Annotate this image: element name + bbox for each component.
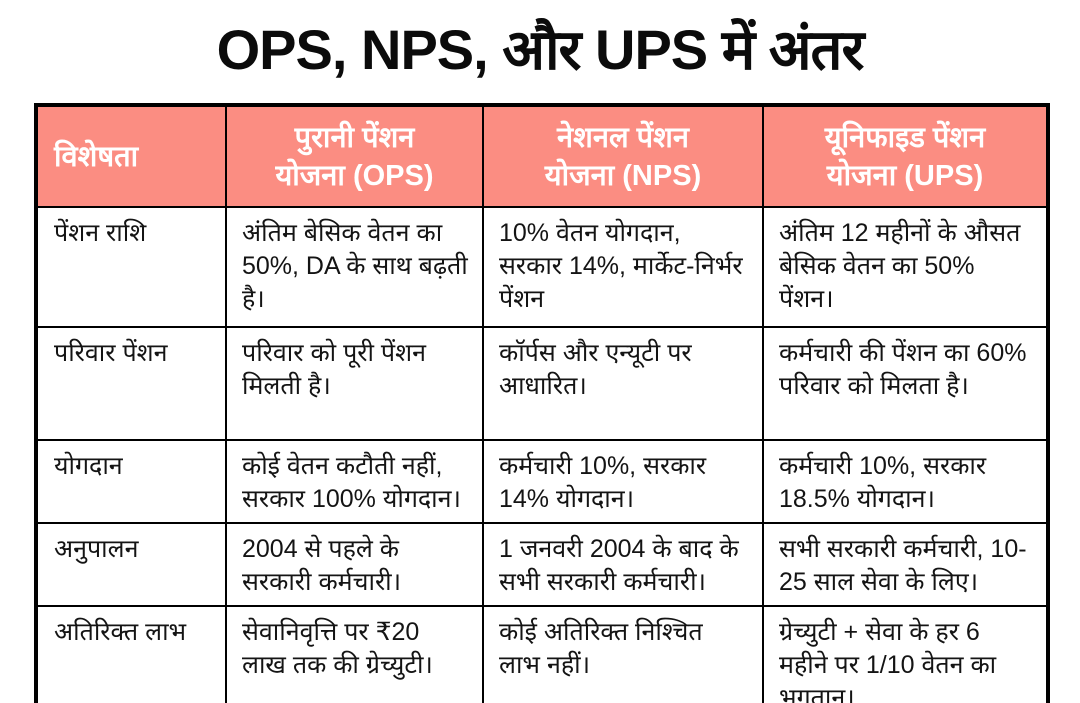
value-cell-nps: 1 जनवरी 2004 के बाद के सभी सरकारी कर्मचा… <box>482 522 764 607</box>
value-cell-ops: कोई वेतन कटौती नहीं, सरकार 100% योगदान। <box>225 439 484 524</box>
table-header-row: विशेषता पुरानी पेंशन योजना (OPS) नेशनल प… <box>35 104 1049 208</box>
column-header-ups: यूनिफाइड पेंशन योजना (UPS) <box>762 104 1049 208</box>
value-cell-ups: अंतिम 12 महीनों के औसत बेसिक वेतन का 50%… <box>762 206 1049 328</box>
table-row-family-pension: परिवार पेंशन परिवार को पूरी पेंशन मिलती … <box>35 326 1049 441</box>
feature-cell: परिवार पेंशन <box>35 326 227 441</box>
value-cell-ups: सभी सरकारी कर्मचारी, 10-25 साल सेवा के ल… <box>762 522 1049 607</box>
value-cell-nps: कॉर्पस और एन्यूटी पर आधारित। <box>482 326 764 441</box>
column-header-ops: पुरानी पेंशन योजना (OPS) <box>225 104 484 208</box>
value-cell-nps: कर्मचारी 10%, सरकार 14% योगदान। <box>482 439 764 524</box>
value-cell-ops: अंतिम बेसिक वेतन का 50%, DA के साथ बढ़ती… <box>225 206 484 328</box>
value-cell-ups: कर्मचारी 10%, सरकार 18.5% योगदान। <box>762 439 1049 524</box>
feature-cell: योगदान <box>35 439 227 524</box>
page-title: OPS, NPS, और UPS में अंतर <box>216 18 865 81</box>
value-cell-ops: सेवानिवृत्ति पर ₹20 लाख तक की ग्रेच्युटी… <box>225 605 484 703</box>
value-cell-ops: 2004 से पहले के सरकारी कर्मचारी। <box>225 522 484 607</box>
feature-cell: अतिरिक्त लाभ <box>35 605 227 703</box>
value-cell-nps: कोई अतिरिक्त निश्चित लाभ नहीं। <box>482 605 764 703</box>
value-cell-nps: 10% वेतन योगदान, सरकार 14%, मार्केट-निर्… <box>482 206 764 328</box>
table-row-additional-benefits: अतिरिक्त लाभ सेवानिवृत्ति पर ₹20 लाख तक … <box>35 605 1049 703</box>
comparison-table: विशेषता पुरानी पेंशन योजना (OPS) नेशनल प… <box>34 103 1050 703</box>
column-header-feature: विशेषता <box>35 104 227 208</box>
feature-cell: अनुपालन <box>35 522 227 607</box>
column-header-nps: नेशनल पेंशन योजना (NPS) <box>482 104 764 208</box>
table-row-contribution: योगदान कोई वेतन कटौती नहीं, सरकार 100% य… <box>35 439 1049 524</box>
value-cell-ups: कर्मचारी की पेंशन का 60% परिवार को मिलता… <box>762 326 1049 441</box>
value-cell-ups: ग्रेच्युटी + सेवा के हर 6 महीने पर 1/10 … <box>762 605 1049 703</box>
feature-cell: पेंशन राशि <box>35 206 227 328</box>
value-cell-ops: परिवार को पूरी पेंशन मिलती है। <box>225 326 484 441</box>
table-row-applicability: अनुपालन 2004 से पहले के सरकारी कर्मचारी।… <box>35 522 1049 607</box>
table-row-pension-amount: पेंशन राशि अंतिम बेसिक वेतन का 50%, DA क… <box>35 206 1049 328</box>
